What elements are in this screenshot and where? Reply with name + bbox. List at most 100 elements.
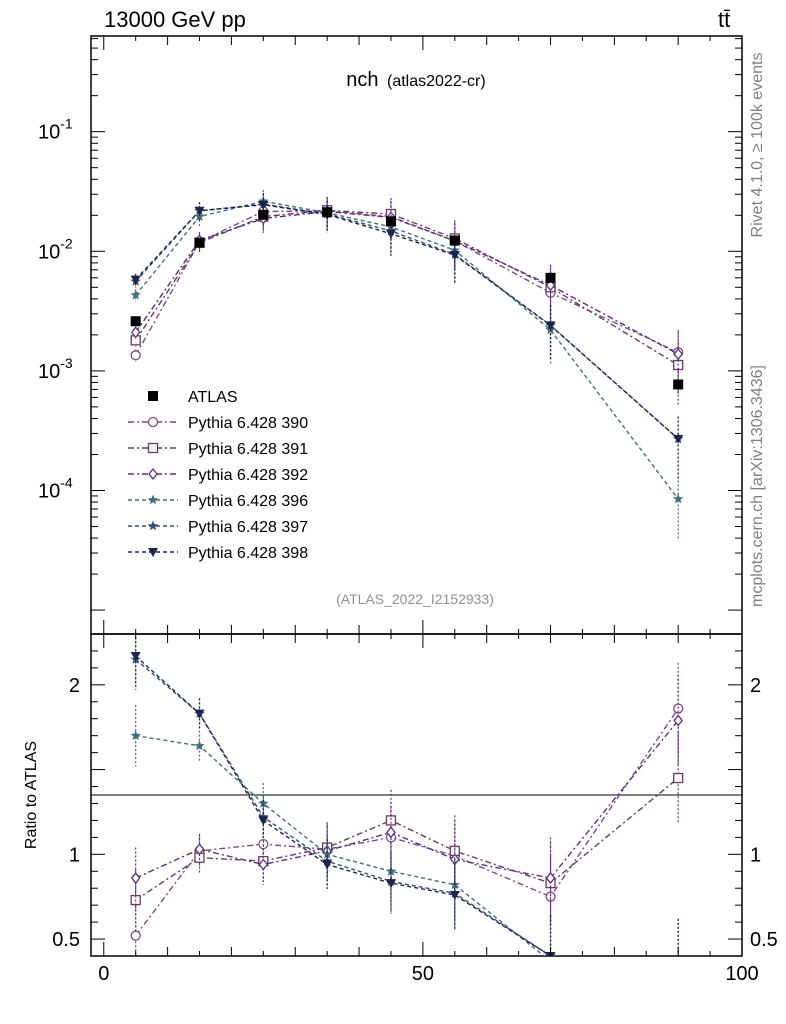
ratio-line: [135, 734, 546, 956]
ratio-panel: 0.5 0.5 1 1 2 2 Ratio to ATLAS: [23, 633, 778, 1010]
ratio-line: [135, 708, 679, 937]
main-series-5: [130, 193, 684, 480]
plot-title: nch (atlas2022-cr): [346, 69, 485, 91]
data-point: [385, 229, 396, 239]
ratio-point: [322, 860, 333, 870]
ratio-series-0: [130, 662, 684, 956]
ratio-series-3: [130, 705, 684, 1010]
atlas-reference: [130, 207, 684, 390]
legend-marker: [147, 494, 159, 505]
ratio-point: [673, 960, 683, 969]
ratio-point: [385, 815, 397, 826]
ratio-point: [386, 826, 396, 839]
main-series-1: [130, 196, 684, 406]
legend-marker: [147, 416, 159, 428]
ratio-point: [385, 879, 396, 889]
main-series-layer: [130, 190, 684, 540]
legend-label: ATLAS: [188, 389, 238, 406]
ratio-point: [385, 865, 397, 876]
ratio-line: [135, 658, 562, 956]
atlas-data-point: [385, 216, 396, 227]
data-point: [673, 348, 684, 361]
ratio-point: [449, 890, 460, 900]
data-point: [258, 200, 269, 210]
source-label: mcplots.cern.ch [arXiv:1306.3436]: [749, 365, 766, 607]
main-y-tick-label: 10-4: [38, 474, 73, 502]
legend-marker: [148, 548, 158, 557]
legend-label: Pythia 6.428 397: [188, 519, 308, 536]
ratio-point: [194, 709, 205, 719]
ratio-line: [135, 777, 679, 901]
ratio-point: [194, 740, 205, 751]
ratio-point: [673, 772, 684, 784]
ratio-y-tick-label: 1: [69, 844, 80, 866]
ratio-series-2: [130, 674, 684, 919]
ratio-point: [550, 955, 551, 956]
legend-entry-2: Pythia 6.428 392: [128, 467, 308, 484]
main-y-ticks: 10-4 10-3 10-2 10-1: [38, 38, 742, 611]
ratio-point: [258, 858, 269, 871]
series-line: [135, 210, 679, 356]
x-tick-label: 0: [98, 963, 109, 985]
ratio-series-4: [130, 634, 679, 956]
energy-label: 13000 GeV pp: [104, 7, 246, 32]
main-y-tick-label: 10-3: [38, 355, 73, 383]
process-label: tt̄: [718, 7, 730, 32]
ratio-point: [130, 930, 141, 941]
x-axis: 0 50 100: [98, 36, 759, 985]
legend-entry-3: Pythia 6.428 396: [128, 493, 308, 510]
ratio-series-layer: [130, 634, 684, 1010]
atlas-data-point: [258, 209, 269, 220]
legend-marker: [147, 442, 159, 454]
atlas-data-point: [322, 207, 333, 218]
legend-entry-atlas: ATLAS: [148, 389, 238, 406]
title-text: nch: [346, 69, 378, 91]
legend-entry-4: Pythia 6.428 397: [128, 519, 308, 536]
atlas-data-point: [194, 237, 205, 248]
data-point: [672, 493, 684, 504]
legend: ATLAS Pythia 6.428 390 Pythia 6.428 391 Pyt…: [128, 389, 308, 562]
main-series-3: [130, 190, 684, 540]
ratio-y-tick-label: 0.5: [52, 929, 80, 951]
ratio-series-5: [130, 634, 683, 969]
ratio-point: [545, 872, 556, 885]
legend-label: Pythia 6.428 392: [188, 467, 308, 484]
series-line: [135, 209, 679, 366]
ratio-point: [258, 798, 269, 808]
legend-label: Pythia 6.428 391: [188, 441, 308, 458]
rivet-version-label: Rivet 4.1.0, ≥ 100k events: [749, 53, 766, 238]
ratio-point: [194, 843, 205, 856]
legend-label: Pythia 6.428 396: [188, 493, 308, 510]
ratio-point: [130, 652, 141, 662]
legend-entry-1: Pythia 6.428 391: [128, 441, 308, 458]
series-line: [135, 204, 679, 440]
legend-marker: [147, 520, 159, 531]
x-tick-label: 50: [412, 963, 434, 985]
atlas-data-point: [130, 316, 141, 327]
ratio-line: [135, 719, 679, 879]
ratio-series-clip: [130, 634, 684, 1010]
series-line: [135, 200, 679, 500]
legend-entry-5: Pythia 6.428 398: [128, 545, 308, 562]
analysis-label: (ATLAS_2022_I2152933): [336, 591, 494, 607]
main-series-clip: [130, 190, 684, 540]
main-y-tick-label: 10-2: [38, 235, 73, 263]
ratio-point: [130, 872, 141, 885]
data-point: [130, 275, 141, 285]
data-point: [130, 350, 141, 361]
ratio-line: [135, 655, 562, 956]
ratio-y-tick-label-right: 2: [750, 675, 761, 697]
data-point: [673, 434, 684, 444]
main-panel: 10-4 10-3 10-2 10-1 nch (atlas2022-cr) (ATL…: [38, 35, 743, 635]
ratio-point: [130, 730, 141, 741]
legend-marker: [148, 467, 158, 481]
ratio-point: [673, 1000, 684, 1010]
atlas-data-point: [449, 235, 460, 246]
legend-label: Pythia 6.428 398: [188, 545, 308, 562]
data-point: [449, 251, 460, 261]
legend-entry-0: Pythia 6.428 390: [128, 415, 308, 432]
subtitle-text: (atlas2022-cr): [387, 73, 486, 90]
main-series-0: [130, 197, 684, 393]
series-line: [135, 210, 679, 355]
